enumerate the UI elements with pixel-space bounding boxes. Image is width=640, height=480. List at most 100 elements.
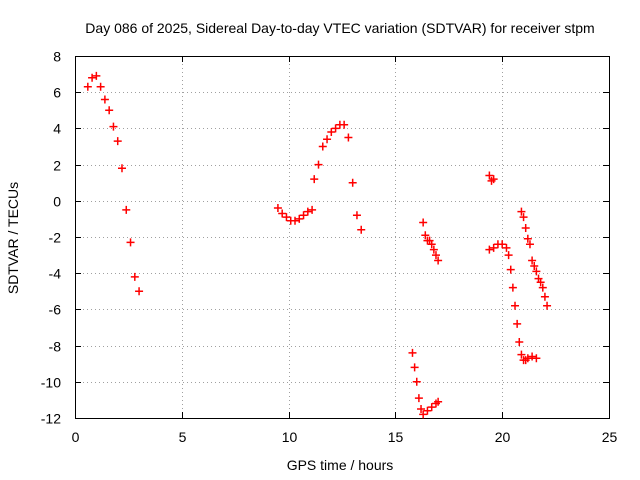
data-point: [419, 410, 428, 419]
data-point: [410, 363, 419, 372]
data-point: [348, 178, 357, 187]
x-axis-label: GPS time / hours: [287, 457, 394, 473]
data-point: [299, 211, 308, 220]
data-point: [122, 205, 131, 214]
data-point: [273, 204, 282, 213]
data-point: [521, 223, 530, 232]
data-point: [517, 350, 526, 359]
data-point: [96, 82, 105, 91]
data-point: [429, 245, 438, 254]
x-tick-label: 25: [602, 429, 618, 445]
data-point: [538, 283, 547, 292]
series-arc-8: [517, 207, 534, 249]
data-point: [344, 133, 353, 142]
series-arc-4: [408, 348, 443, 419]
data-point: [331, 124, 340, 133]
x-tick-label: 5: [179, 429, 187, 445]
data-point: [126, 238, 135, 247]
y-tick-label: -4: [49, 266, 62, 282]
data-point: [92, 71, 101, 80]
x-tick-label: 20: [495, 429, 511, 445]
data-point: [130, 272, 139, 281]
data-point: [528, 256, 537, 265]
x-tick-label: 15: [388, 429, 404, 445]
grid-lines: [75, 56, 609, 418]
data-point: [536, 278, 545, 287]
data-point: [412, 377, 421, 386]
data-point: [88, 73, 97, 82]
series-arc-3: [310, 120, 366, 234]
data-point: [519, 213, 528, 222]
x-tick-label: 0: [72, 429, 80, 445]
data-point: [117, 164, 126, 173]
data-point: [340, 120, 349, 129]
data-point: [517, 207, 526, 216]
data-point: [357, 225, 366, 234]
series-arc-7: [485, 240, 541, 365]
series-arc-1: [83, 71, 144, 296]
y-tick-label: 8: [53, 49, 61, 65]
y-tick-label: 4: [53, 121, 61, 137]
data-point: [303, 207, 312, 216]
data-point: [434, 256, 443, 265]
series-arc-9: [528, 256, 552, 310]
data-point: [523, 354, 532, 363]
data-point: [100, 95, 109, 104]
data-point: [489, 175, 498, 184]
y-tick-label: -12: [41, 411, 61, 427]
chart-title: Day 086 of 2025, Sidereal Day-to-day VTE…: [85, 20, 594, 36]
data-point: [423, 406, 432, 415]
data-point: [291, 216, 300, 225]
data-point: [543, 301, 552, 310]
data-point: [515, 337, 524, 346]
data-point: [408, 348, 417, 357]
series-arc-6: [485, 171, 498, 185]
data-point: [308, 205, 317, 214]
data-point: [414, 394, 423, 403]
data-point: [530, 261, 539, 270]
series-arc-5: [419, 218, 443, 265]
data-point: [327, 128, 336, 137]
y-tick-label: -10: [41, 375, 61, 391]
data-point: [135, 287, 144, 296]
data-point: [506, 265, 515, 274]
y-tick-label: 0: [53, 194, 61, 210]
axis-ticks: [75, 56, 610, 419]
data-point: [498, 240, 507, 249]
y-tick-label: 6: [53, 85, 61, 101]
data-point: [314, 160, 323, 169]
data-point: [318, 142, 327, 151]
data-point: [528, 352, 537, 361]
y-axis-label: SDTVAR / TECUs: [5, 182, 21, 294]
data-point: [431, 251, 440, 260]
y-tick-label: -8: [49, 339, 62, 355]
series-arc-2: [273, 204, 317, 225]
data-point: [352, 211, 361, 220]
data-point: [83, 82, 92, 91]
data-point: [427, 403, 436, 412]
data-point: [532, 267, 541, 276]
data-point: [502, 243, 511, 252]
y-tick-label: -6: [49, 302, 62, 318]
y-tick-labels: -12 -10 -8 -6 -4 -2 0 2 4 6 8: [41, 49, 61, 427]
data-point: [109, 122, 118, 131]
data-point: [278, 209, 287, 218]
data-point: [532, 354, 541, 363]
data-point: [105, 106, 114, 115]
data-point: [310, 175, 319, 184]
data-point: [513, 319, 522, 328]
data-point: [113, 137, 122, 146]
data-point: [489, 243, 498, 252]
x-tick-labels: 0 5 10 15 20 25: [72, 429, 618, 445]
data-point: [485, 171, 494, 180]
data-point: [540, 292, 549, 301]
y-tick-label: 2: [53, 158, 61, 174]
data-point: [523, 234, 532, 243]
data-point: [525, 240, 534, 249]
data-points: [83, 71, 552, 419]
x-tick-label: 10: [282, 429, 298, 445]
data-point: [295, 214, 304, 223]
data-point: [419, 218, 428, 227]
